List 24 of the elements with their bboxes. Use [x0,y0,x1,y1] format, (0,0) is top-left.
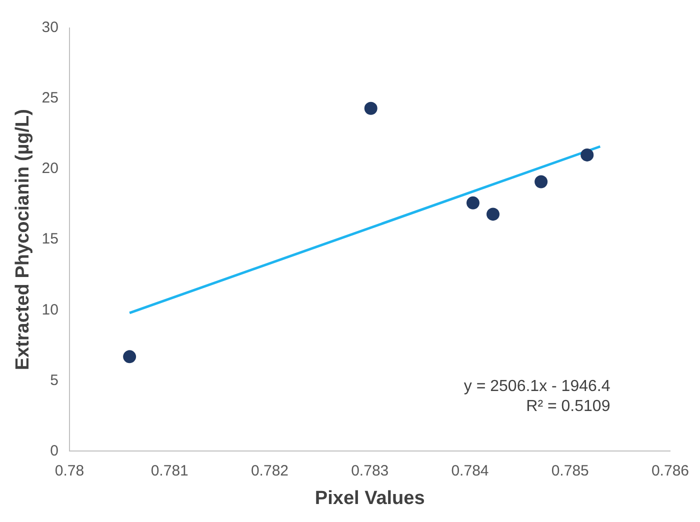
x-tick-label: 0.785 [551,462,589,480]
y-tick-label: 0 [50,442,58,460]
x-tick-label: 0.784 [451,462,489,480]
y-tick-label: 20 [42,160,58,178]
y-tick-label: 25 [42,90,58,107]
point [364,102,378,115]
annotation: R² = 0.5109 [526,398,610,416]
point [534,175,548,188]
y-axis-title: Extracted Phycocianin (µg/L) [12,109,34,370]
x-tick-label: 0.78 [54,462,84,480]
x-tick-label: 0.782 [250,462,289,480]
annotation: y = 2506.1x - 1946.4 [464,378,610,396]
x-tick-label: 0.781 [150,462,188,480]
x-axis-title: Pixel Values [314,488,425,509]
x-tick-label: 0.783 [351,462,389,480]
x-tick-label: 0.786 [651,462,690,480]
y-tick-label: 30 [42,19,58,36]
y-tick-label: 5 [50,372,58,389]
y-tick-label: 10 [42,301,58,318]
point [466,196,480,210]
point [580,148,594,162]
y-tick-label: 15 [42,230,58,248]
point [123,350,136,364]
point [486,208,500,221]
